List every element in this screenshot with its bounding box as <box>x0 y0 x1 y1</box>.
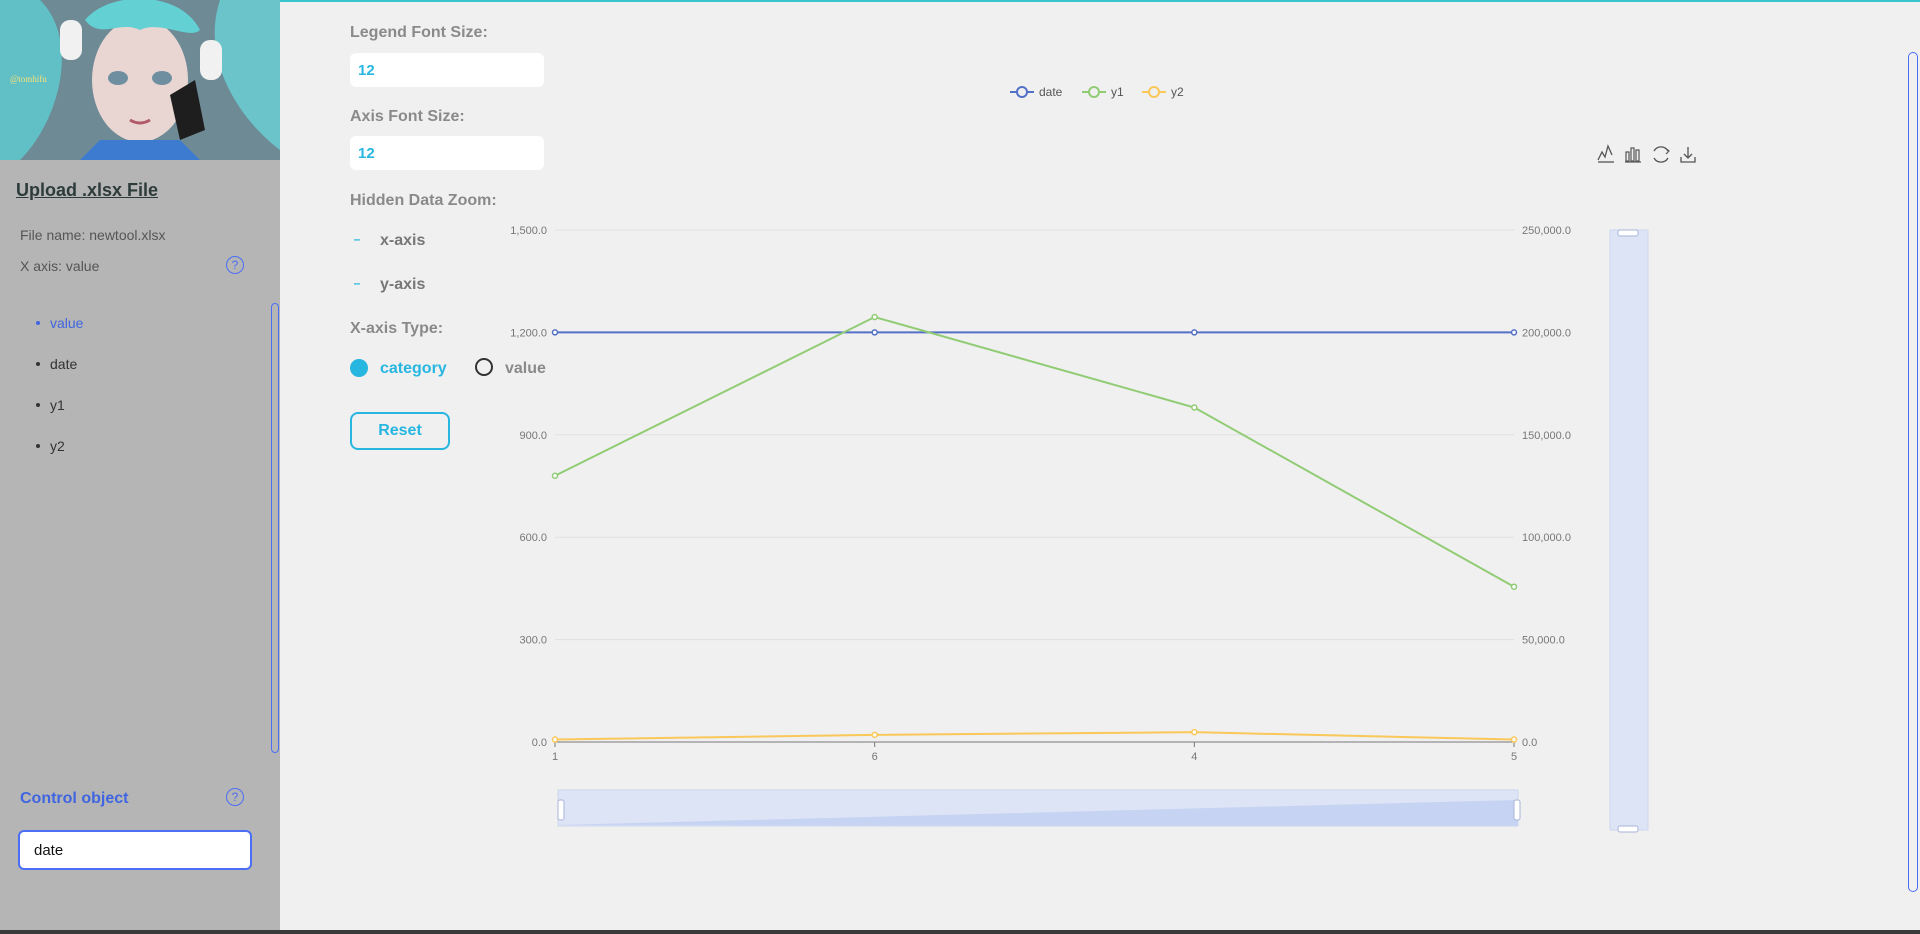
bottom-border <box>0 930 1920 934</box>
x-datazoom-handle-right[interactable] <box>1513 799 1521 821</box>
column-item-value[interactable]: value <box>36 312 83 353</box>
upload-xlsx-link[interactable]: Upload .xlsx File <box>16 180 159 200</box>
reset-button[interactable]: Reset <box>350 412 450 450</box>
legend-label-y1[interactable]: y1 <box>1111 85 1124 99</box>
y-right-tick-label: 0.0 <box>1522 737 1537 749</box>
radio-category[interactable] <box>350 359 368 377</box>
hidden-data-zoom-label: Hidden Data Zoom: <box>350 192 497 209</box>
legend-marker-y1[interactable] <box>1088 86 1100 98</box>
y-right-tick-label: 50,000.0 <box>1522 635 1565 647</box>
legend-marker-date[interactable] <box>1016 86 1028 98</box>
x-tick-label: 6 <box>872 751 878 763</box>
avatar-banner: @tomhifu <box>0 0 280 160</box>
data-point-y1[interactable] <box>871 313 878 321</box>
bar-chart-icon-bar <box>1630 147 1635 162</box>
bar-chart-icon[interactable] <box>1625 151 1630 162</box>
y-left-tick-label: 900.0 <box>519 430 547 442</box>
y-left-tick-label: 1,500.0 <box>510 225 547 237</box>
line-chart-icon-path <box>1597 144 1613 161</box>
data-point-y2[interactable] <box>1191 728 1198 736</box>
y-datazoom-track[interactable] <box>1609 229 1649 831</box>
y-right-tick-label: 250,000.0 <box>1522 225 1571 237</box>
download-icon[interactable] <box>1680 147 1696 163</box>
control-object-input[interactable] <box>18 830 252 870</box>
data-point-y1[interactable] <box>1510 583 1518 590</box>
axis-font-size-label: Axis Font Size: <box>350 108 465 125</box>
y-right-tick-label: 150,000.0 <box>1522 430 1571 442</box>
restore-icon-arrow <box>1664 147 1670 155</box>
control-help-icon[interactable]: ? <box>226 788 244 806</box>
legend-label-y2[interactable]: y2 <box>1171 85 1184 99</box>
y-left-tick-label: 300.0 <box>519 635 547 647</box>
x-axis-info: X axis: value <box>20 258 100 274</box>
data-point-date[interactable] <box>551 329 559 336</box>
legend-font-size-label: Legend Font Size: <box>350 24 488 41</box>
x-datazoom-handle-left[interactable] <box>557 799 565 821</box>
bar-chart-icon-bar <box>1635 149 1640 162</box>
series-line-y2 <box>554 731 1515 741</box>
legend-font-size-input[interactable] <box>350 53 544 87</box>
radio-category-label: category <box>380 360 447 377</box>
radio-value[interactable] <box>475 358 493 376</box>
data-point-y1[interactable] <box>1191 404 1198 411</box>
x-tick-label: 5 <box>1511 751 1517 763</box>
y-left-tick-label: 600.0 <box>519 532 547 544</box>
y-right-tick-label: 200,000.0 <box>1522 327 1571 339</box>
y-datazoom-handle-bottom[interactable] <box>1617 825 1639 833</box>
y-left-tick-label: 1,200.0 <box>510 327 547 339</box>
y-left-tick-label: 0.0 <box>532 737 547 749</box>
data-point-y2[interactable] <box>551 736 559 743</box>
y-right-tick-label: 100,000.0 <box>1522 532 1571 544</box>
column-item-y2[interactable]: y2 <box>36 435 83 476</box>
data-point-y1[interactable] <box>551 472 559 480</box>
radio-value-label: value <box>505 360 546 377</box>
svg-text:@tomhifu: @tomhifu <box>10 74 47 84</box>
data-point-date[interactable] <box>1510 329 1518 336</box>
page-scrollbar[interactable] <box>1908 52 1918 892</box>
legend-marker-y2[interactable] <box>1148 86 1160 98</box>
data-point-date[interactable] <box>871 329 878 336</box>
legend-label-date[interactable]: date <box>1039 85 1063 99</box>
sidebar-scrollbar[interactable] <box>271 303 279 753</box>
x-tick-label: 1 <box>552 751 558 763</box>
control-object-title: Control object <box>20 790 129 807</box>
x-datazoom-preview <box>558 800 1518 826</box>
axis-font-size-input[interactable] <box>350 136 544 170</box>
data-point-y2[interactable] <box>871 731 878 739</box>
x-axis-checkbox[interactable]: – <box>353 232 361 246</box>
y-axis-checkbox[interactable]: – <box>353 276 361 290</box>
column-item-y1[interactable]: y1 <box>36 394 83 435</box>
data-point-date[interactable] <box>1191 329 1198 336</box>
data-point-y2[interactable] <box>1510 736 1518 743</box>
column-list: value date y1 y2 <box>36 312 83 476</box>
avatar-illustration: @tomhifu <box>0 0 280 160</box>
sidebar: @tomhifu Upload .xlsx File File name: ne… <box>0 0 280 934</box>
y-axis-checkbox-label: y-axis <box>380 276 426 293</box>
help-icon[interactable]: ? <box>226 256 244 274</box>
file-name-text: File name: newtool.xlsx <box>20 227 166 243</box>
x-tick-label: 4 <box>1191 751 1197 763</box>
top-accent-line <box>0 0 1920 2</box>
line-chart: 0.0 300.0 600.0 900.0 1,200.0 1,500.0 0.0 50,00… <box>510 85 1696 833</box>
x-axis-type-label: X-axis Type: <box>350 320 444 337</box>
series-line-y1 <box>554 315 1515 588</box>
y-datazoom-handle-top[interactable] <box>1617 229 1639 237</box>
column-item-date[interactable]: date <box>36 353 83 394</box>
x-axis-checkbox-label: x-axis <box>380 232 426 249</box>
